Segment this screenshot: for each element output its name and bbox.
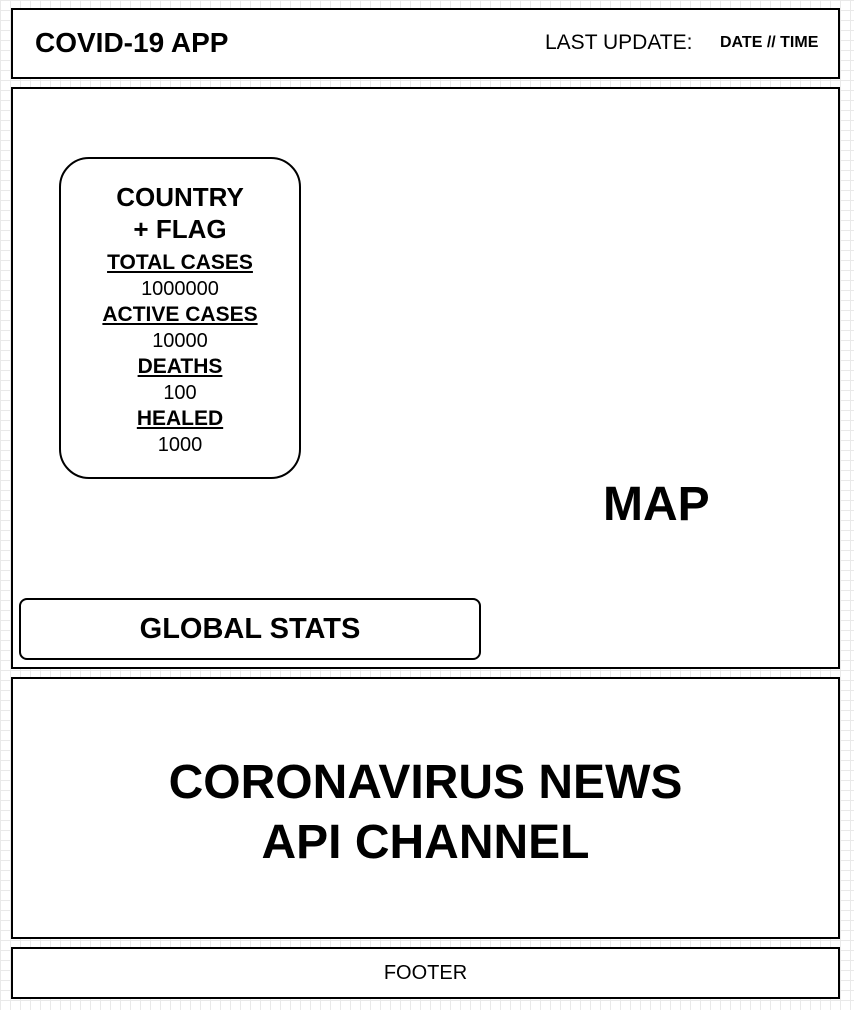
news-title-line1: CORONAVIRUS NEWS xyxy=(168,756,683,809)
app-header: COVID-19 APP LAST UPDATE: DATE // TIME xyxy=(11,8,840,79)
app-title: COVID-19 APP xyxy=(35,27,229,58)
country-stats-list: TOTAL CASES 1000000 ACTIVE CASES 10000 D… xyxy=(61,250,299,458)
deaths-label: DEATHS xyxy=(137,355,223,378)
news-channel-panel[interactable]: CORONAVIRUS NEWS API CHANNEL xyxy=(11,677,840,939)
footer: FOOTER xyxy=(11,947,840,999)
healed-value: 1000 xyxy=(157,434,203,456)
map-placeholder-label: MAP xyxy=(603,478,710,531)
country-title-line2: + FLAG xyxy=(133,214,227,244)
global-stats-button[interactable]: GLOBAL STATS xyxy=(19,598,481,660)
deaths-value: 100 xyxy=(163,382,197,404)
news-channel-title: CORONAVIRUS NEWS API CHANNEL xyxy=(13,753,838,873)
total-cases-value: 1000000 xyxy=(141,278,219,300)
total-cases-label: TOTAL CASES xyxy=(107,251,253,274)
active-cases-value: 10000 xyxy=(152,330,208,352)
last-update-label: LAST UPDATE: xyxy=(545,31,693,54)
active-cases-label: ACTIVE CASES xyxy=(102,303,258,326)
last-update-datetime: DATE // TIME xyxy=(720,34,819,51)
country-stats-card: COUNTRY + FLAG TOTAL CASES 1000000 ACTIV… xyxy=(59,157,301,479)
country-title-line1: COUNTRY xyxy=(116,182,244,212)
footer-label: FOOTER xyxy=(383,961,468,984)
map-panel[interactable]: COUNTRY + FLAG TOTAL CASES 1000000 ACTIV… xyxy=(11,87,840,669)
news-title-line2: API CHANNEL xyxy=(261,816,590,869)
country-flag-title: COUNTRY + FLAG xyxy=(61,181,299,245)
healed-label: HEALED xyxy=(136,407,224,430)
